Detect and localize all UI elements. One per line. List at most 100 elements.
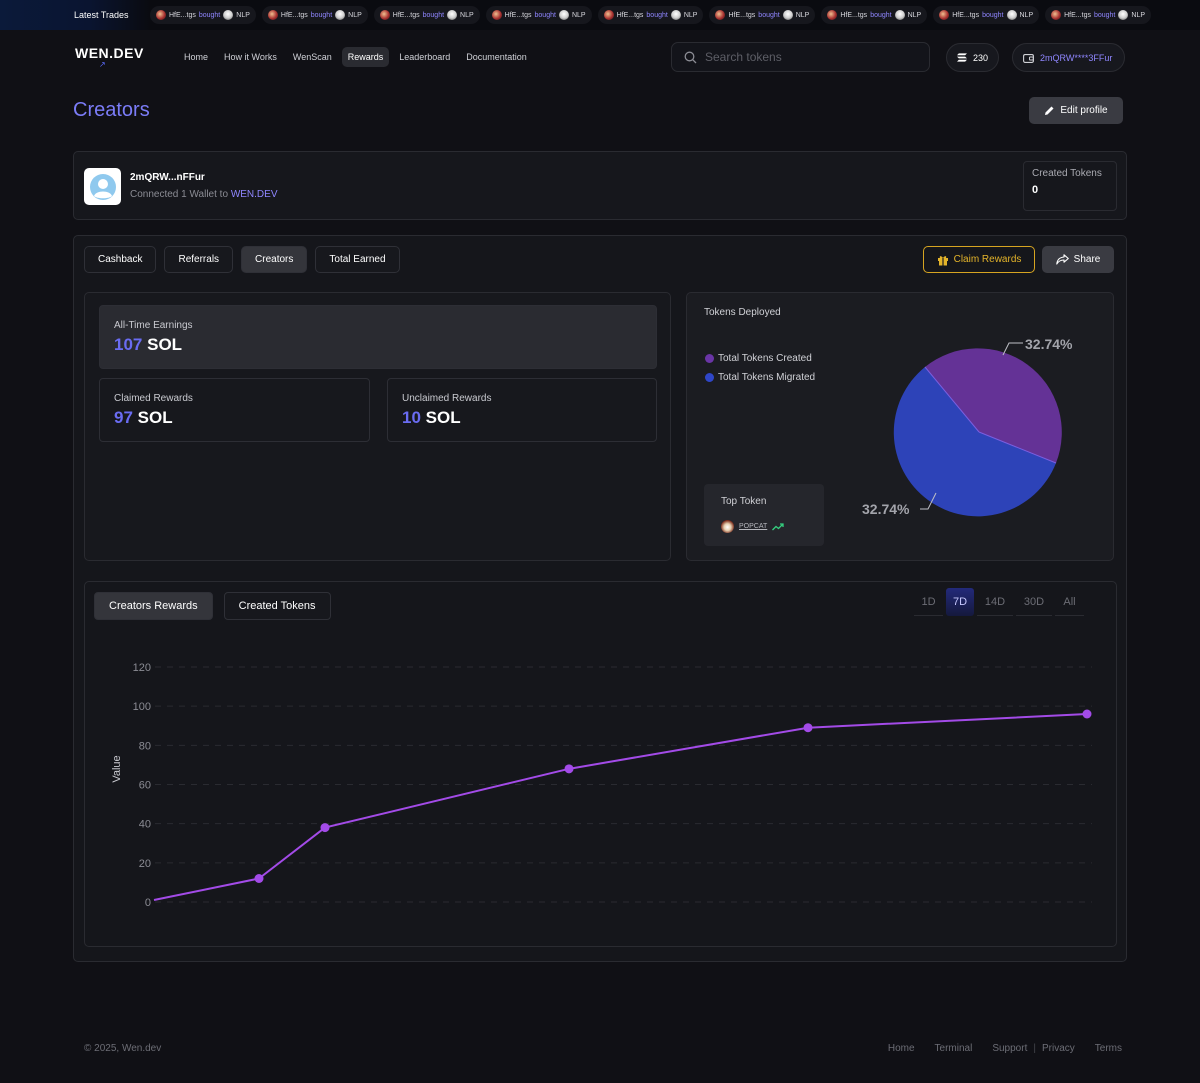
menu-item-documentation[interactable]: Documentation: [466, 52, 527, 62]
sol-balance-value: 230: [972, 52, 988, 63]
tokens-deployed-pie: 32.74% 32.74%: [862, 336, 1073, 517]
legend-item-migrated: Total Tokens Migrated: [705, 372, 815, 383]
profile-name: 2mQRW...nFFur: [130, 172, 205, 183]
user-avatar-icon: [89, 173, 116, 200]
tab-total-earned[interactable]: Total Earned: [315, 246, 400, 273]
range-30d[interactable]: 30D: [1016, 588, 1052, 616]
token-logo-icon: [782, 10, 793, 20]
range-1d[interactable]: 1D: [914, 588, 943, 616]
unclaimed-rewards-card: Unclaimed Rewards 10 SOL: [387, 378, 657, 442]
edit-profile-label: Edit profile: [1060, 105, 1108, 116]
trader-avatar-icon: [827, 10, 838, 20]
trade-symbol: NLP: [907, 11, 922, 19]
trade-item[interactable]: HfE...tgs bought NLP: [485, 6, 592, 24]
connection-site-link[interactable]: WEN.DEV: [230, 189, 278, 200]
top-token-link[interactable]: POPCAT: [721, 520, 784, 533]
menu-item-wenscan[interactable]: WenScan: [292, 52, 332, 62]
tab-creators-rewards[interactable]: Creators Rewards: [94, 592, 213, 620]
trade-token: HfE...tgs: [280, 11, 308, 19]
legend-dot-created: [705, 354, 714, 363]
time-range-selector: 1D 7D 14D 30D All: [914, 588, 1084, 616]
trade-item[interactable]: HfE...tgs bought NLP: [933, 6, 1040, 24]
trade-token: HfE...tgs: [1064, 11, 1091, 19]
trending-up-icon: [772, 522, 784, 530]
trade-item[interactable]: HfE...tgs bought NLP: [1045, 6, 1152, 24]
trader-avatar-icon: [379, 10, 390, 20]
sol-balance[interactable]: 230: [946, 43, 999, 72]
trade-item[interactable]: HfE...tgs bought NLP: [373, 6, 480, 24]
token-logo-icon: [335, 10, 346, 20]
y-tick-label: 40: [139, 819, 151, 831]
created-tokens-label: Created Tokens: [1032, 168, 1102, 179]
share-button[interactable]: Share: [1042, 246, 1114, 273]
search-box[interactable]: [671, 42, 930, 72]
all-time-earnings-amount: 107 SOL: [114, 335, 642, 355]
logo-arrow-icon: ↗: [99, 60, 106, 69]
tokens-deployed-title: Tokens Deployed: [704, 307, 781, 318]
menu-item-leaderboard[interactable]: Leaderboard: [399, 52, 451, 62]
trader-avatar-icon: [491, 10, 502, 20]
token-logo-icon: [894, 10, 905, 20]
trade-token: HfE...tgs: [728, 11, 756, 19]
menu-item-home[interactable]: Home: [184, 52, 209, 62]
share-label: Share: [1073, 254, 1101, 265]
footer-link-terminal[interactable]: Terminal: [934, 1043, 973, 1054]
rewards-tabs: Cashback Referrals Creators Total Earned: [84, 246, 400, 273]
connection-text: Connected 1 Wallet to: [130, 189, 229, 200]
search-input[interactable]: [705, 50, 905, 64]
wallet-button[interactable]: 2mQRW****3FFur: [1012, 43, 1125, 72]
claimed-rewards-card: Claimed Rewards 97 SOL: [99, 378, 370, 442]
footer-link-privacy[interactable]: Privacy: [1041, 1043, 1075, 1054]
range-14d[interactable]: 14D: [977, 588, 1013, 616]
legend-label-created: Total Tokens Created: [718, 353, 812, 364]
data-point: [254, 874, 264, 883]
trade-token: HfE...tgs: [169, 11, 196, 19]
edit-profile-button[interactable]: Edit profile: [1029, 97, 1123, 124]
pie-leader-line-top: [1002, 342, 1023, 356]
trade-token: HfE...tgs: [616, 11, 644, 19]
trader-avatar-icon: [603, 10, 614, 20]
claimed-rewards-unit: SOL: [137, 408, 173, 427]
all-time-earnings-unit: SOL: [147, 335, 183, 354]
menu-item-rewards[interactable]: Rewards: [341, 47, 390, 67]
data-point: [803, 723, 813, 733]
tab-cashback[interactable]: Cashback: [84, 246, 157, 273]
trade-item[interactable]: HfE...tgs bought NLP: [261, 6, 368, 24]
footer-link-support[interactable]: Support: [992, 1043, 1028, 1054]
footer-link-home[interactable]: Home: [887, 1043, 915, 1054]
pencil-icon: [1045, 106, 1054, 115]
top-token-name: POPCAT: [739, 523, 768, 530]
all-time-earnings-card: All-Time Earnings 107 SOL: [99, 305, 657, 369]
y-tick-label: 80: [139, 740, 151, 752]
pie-slice-created: [925, 348, 1062, 463]
site-logo[interactable]: WEN.DEV: [75, 45, 144, 61]
tab-referrals[interactable]: Referrals: [164, 246, 234, 273]
trade-item[interactable]: HfE...tgs bought NLP: [597, 6, 704, 24]
top-nav: WEN.DEV ↗ Home How it Works WenScan Rewa…: [0, 30, 1200, 85]
menu-item-how-it-works[interactable]: How it Works: [224, 52, 277, 62]
trade-item[interactable]: HfE...tgs bought NLP: [821, 6, 928, 24]
solana-icon: [957, 53, 967, 62]
profile-card: 2mQRW...nFFur Connected 1 Wallet to WEN.…: [73, 151, 1127, 220]
range-all[interactable]: All: [1055, 588, 1084, 616]
tab-creators[interactable]: Creators: [241, 246, 308, 273]
trade-symbol: NLP: [683, 11, 698, 19]
footer-copyright: © 2025, Wen.dev: [84, 1043, 162, 1054]
claimed-rewards-amount: 97 SOL: [114, 408, 355, 428]
trade-action: bought: [982, 11, 1004, 19]
trade-item[interactable]: HfE...tgs bought NLP: [150, 6, 256, 24]
trade-item[interactable]: HfE...tgs bought NLP: [709, 6, 816, 24]
claim-rewards-button[interactable]: Claim Rewards: [923, 246, 1035, 273]
main-menu: Home How it Works WenScan Rewards Leader…: [178, 47, 533, 67]
footer-link-terms[interactable]: Terms: [1094, 1043, 1122, 1054]
tab-created-tokens[interactable]: Created Tokens: [223, 592, 331, 620]
trade-symbol: NLP: [348, 11, 362, 19]
claimed-rewards-value: 97: [114, 408, 133, 427]
trade-action: bought: [422, 11, 445, 19]
range-7d[interactable]: 7D: [946, 588, 974, 616]
trade-token: HfE...tgs: [840, 11, 868, 19]
footer-divider: |: [1033, 1043, 1036, 1054]
pie-legend: Total Tokens Created Total Tokens Migrat…: [705, 353, 815, 391]
page-title: Creators: [73, 99, 150, 121]
token-logo-icon: [1118, 10, 1129, 20]
